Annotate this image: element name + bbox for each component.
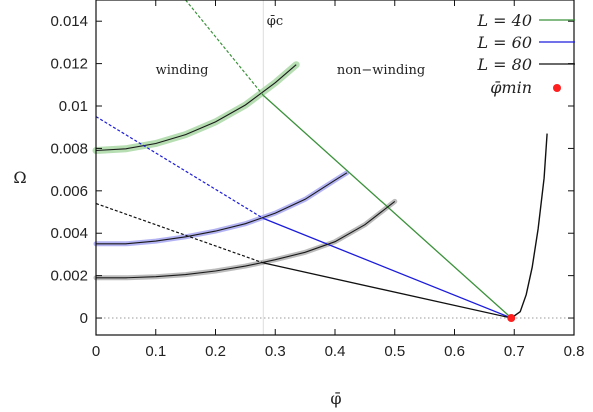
x-tick-label: 0.1 xyxy=(145,343,166,360)
tick-marks xyxy=(95,0,575,335)
y-tick-label: 0.012 xyxy=(50,56,88,73)
tick-labels: 0 0.1 0.2 0.3 0.4 0.5 0.6 0.7 0.8 0 0.002 0.004 0.00… xyxy=(50,13,584,360)
x-tick-label: 0.7 xyxy=(504,343,525,360)
legend-label-l80: L = 80 xyxy=(476,55,532,74)
region-label-winding: winding xyxy=(156,63,209,78)
error-bands xyxy=(92,61,398,281)
winding-line-l80 xyxy=(96,200,396,279)
legend-label-l40: L = 40 xyxy=(476,11,532,30)
series-lines xyxy=(95,0,548,323)
nonwinding-line-l60 xyxy=(263,217,512,319)
reference-lines xyxy=(96,0,574,335)
y-tick-label: 0.002 xyxy=(50,268,88,285)
nonwinding-dashed-l80 xyxy=(95,202,264,264)
y-tick-label: 0 xyxy=(80,310,88,327)
phi-min-point xyxy=(507,314,516,323)
phi-c-label: φ̄c xyxy=(267,14,283,29)
x-tick-label: 0.5 xyxy=(384,343,405,360)
winding-line-l60 xyxy=(96,172,348,245)
spinodal-line-l80 xyxy=(510,133,548,319)
x-tick-label: 0.8 xyxy=(564,343,585,360)
x-tick-label: 0.2 xyxy=(205,343,226,360)
region-label-nonwinding: non−winding xyxy=(337,63,425,78)
legend: L = 40 L = 60 L = 80 φ̄min xyxy=(476,11,575,97)
y-tick-label: 0.006 xyxy=(50,183,88,200)
winding-line-l40 xyxy=(95,64,297,152)
x-tick-label: 0 xyxy=(92,343,100,360)
x-tick-label: 0.4 xyxy=(325,343,346,360)
x-axis-label: φ̄ xyxy=(330,389,341,408)
y-axis-label: Ω xyxy=(13,168,26,187)
y-tick-label: 0.008 xyxy=(50,140,88,157)
legend-label-phi-min: φ̄min xyxy=(490,78,532,97)
nonwinding-line-l80 xyxy=(263,262,512,319)
y-tick-label: 0.014 xyxy=(50,13,88,30)
y-tick-label: 0.004 xyxy=(50,225,88,242)
nonwinding-dashed-l60 xyxy=(95,116,264,219)
x-tick-label: 0.3 xyxy=(265,343,286,360)
legend-marker-phi-min xyxy=(553,84,561,92)
legend-label-l60: L = 60 xyxy=(476,33,532,52)
error-band-l60 xyxy=(93,170,350,247)
y-tick-label: 0.01 xyxy=(59,98,88,115)
x-tick-label: 0.6 xyxy=(444,343,465,360)
nonwinding-dashed-l40 xyxy=(185,0,264,96)
